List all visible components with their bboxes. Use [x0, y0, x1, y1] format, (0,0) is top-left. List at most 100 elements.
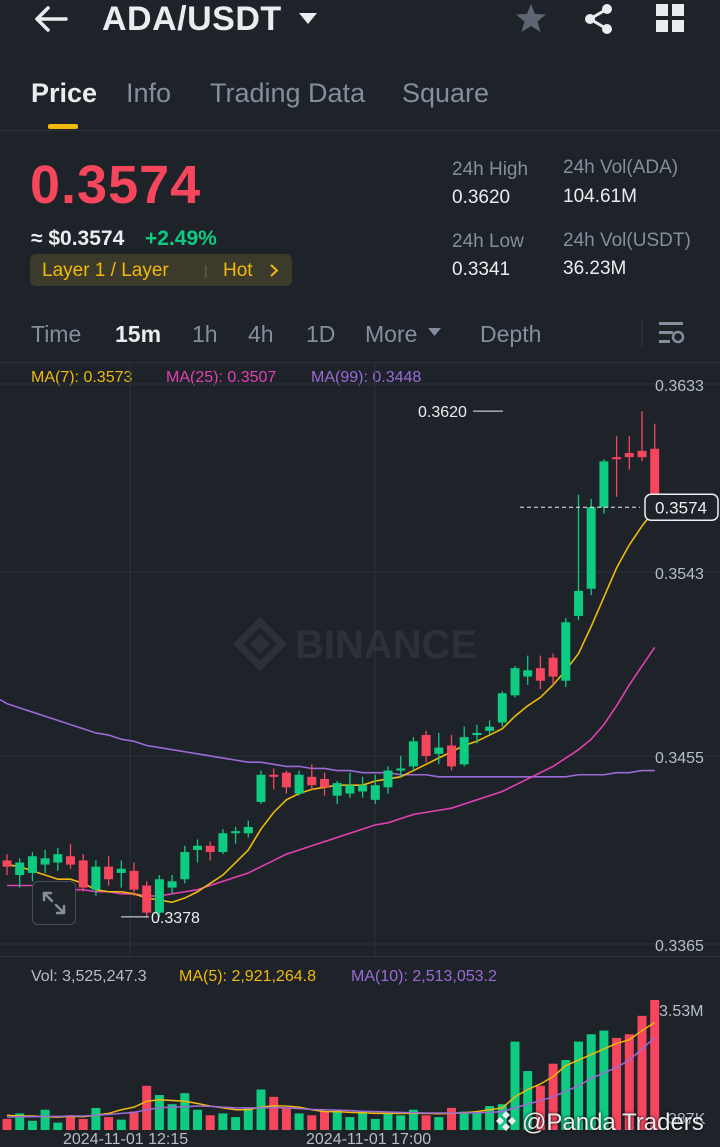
volume-bar: [408, 1109, 418, 1130]
volume-min-tick: 387K: [668, 1111, 706, 1128]
more-caret-icon[interactable]: [428, 328, 441, 337]
candle-body: [383, 770, 393, 788]
volume-bar: [472, 1113, 482, 1130]
price-tick-label: 0.3633: [655, 378, 704, 395]
candle-body: [650, 448, 660, 508]
active-tab-indicator: [48, 124, 78, 129]
candle-body: [269, 774, 279, 777]
volume-bar: [586, 1034, 596, 1130]
candles: [2, 411, 660, 917]
candle-body: [231, 831, 241, 834]
volume-bar: [345, 1117, 355, 1130]
candle-body: [167, 881, 177, 888]
volume-bar: [485, 1106, 495, 1130]
low-marker-label: 0.3378: [151, 910, 200, 927]
vol-ma10: [6, 1037, 656, 1118]
fullscreen-button[interactable]: [32, 881, 76, 925]
candle-body: [205, 845, 215, 853]
timeframe-time[interactable]: Time: [31, 321, 82, 347]
tab-square[interactable]: Square: [402, 78, 490, 108]
candle-body: [40, 858, 50, 865]
high-marker: 0.3620: [418, 404, 503, 421]
price-change: +2.49%: [145, 227, 217, 250]
volume-bar: [15, 1113, 25, 1130]
sector-tag[interactable]: Layer 1 / Layer | Hot: [30, 254, 292, 286]
low-label: 24h Low: [452, 231, 524, 252]
last-price: 0.3574: [30, 155, 202, 215]
volume-legend: Vol: 3,525,247.3: [31, 968, 147, 985]
volume-bar: [510, 1041, 520, 1130]
usd-value: ≈ $0.3574: [31, 227, 125, 250]
candle-body: [396, 768, 406, 771]
price-tick-label: 0.3365: [655, 938, 704, 955]
expand-icon: [42, 891, 66, 915]
candle-body: [497, 693, 507, 723]
candle-body: [548, 657, 558, 677]
candle-body: [256, 774, 266, 802]
timeframe-15m[interactable]: 15m: [115, 321, 162, 347]
price-tick-label: 0.3455: [655, 750, 704, 767]
volume-bar: [396, 1115, 406, 1130]
volume-bar: [307, 1115, 317, 1130]
volume-bar: [129, 1111, 139, 1130]
chevron-right-icon: [270, 264, 279, 277]
candle-body: [53, 854, 63, 863]
volume-bar: [434, 1117, 444, 1130]
timeframe-4h[interactable]: 4h: [248, 321, 274, 347]
watermark-text: BINANCE: [295, 623, 477, 667]
high-value: 0.3620: [452, 187, 511, 208]
share-icon[interactable]: [583, 3, 615, 35]
candle-body: [218, 833, 228, 853]
candle-body: [447, 745, 456, 767]
divider: [641, 320, 643, 346]
timeframe-more[interactable]: More: [365, 321, 418, 347]
candle-body: [599, 461, 609, 508]
candle-body: [91, 866, 101, 890]
candle-body: [421, 735, 431, 756]
volume-bar: [2, 1118, 12, 1130]
pair-title[interactable]: ADA/USDT: [102, 0, 282, 38]
sector-tag-label: Layer 1 / Layer: [42, 260, 169, 281]
tab-trading-data[interactable]: Trading Data: [210, 78, 366, 108]
candle-body: [243, 826, 253, 834]
candle-body: [27, 856, 37, 873]
volume-bar: [599, 1030, 609, 1130]
candle-body: [142, 885, 152, 913]
ma99-line: [0, 698, 655, 778]
chart-settings-icon[interactable]: [658, 320, 686, 346]
candle-body: [66, 856, 75, 865]
timeframe-1d[interactable]: 1D: [306, 321, 336, 347]
candle-body: [510, 668, 520, 696]
favorite-star-icon[interactable]: [515, 3, 547, 33]
vol-ma5: [6, 1021, 656, 1118]
candle-body: [129, 870, 139, 890]
candle-body: [637, 450, 647, 458]
ma25-legend: MA(25): 0.3507: [166, 369, 277, 386]
tag-separator: |: [204, 262, 208, 278]
volume-bar: [294, 1113, 304, 1130]
divider: [0, 956, 720, 957]
volume-bar: [193, 1109, 202, 1130]
volume-bar: [281, 1107, 291, 1130]
high-label: 24h High: [452, 159, 529, 180]
candle-body: [180, 852, 190, 880]
watermark-credit-text: @Panda Traders: [522, 1109, 704, 1136]
volume-bar: [167, 1104, 177, 1130]
volume-bar: [421, 1115, 431, 1130]
volume-bar: [332, 1109, 342, 1130]
vol-base-value: 104.61M: [563, 186, 637, 207]
timeframe-1h[interactable]: 1h: [192, 321, 218, 347]
back-arrow-icon[interactable]: [34, 6, 68, 32]
volume-bar: [637, 1015, 647, 1130]
depth-tab[interactable]: Depth: [480, 321, 542, 347]
volume-ma10-legend: MA(10): 2,513,053.2: [351, 968, 497, 985]
grid-menu-icon[interactable]: [656, 4, 684, 32]
volume-max-tick: 3.53M: [659, 1003, 703, 1020]
volume-chart[interactable]: 3.53M 387K 2024-11-01 12:15 2024-11-01 1…: [0, 956, 720, 1147]
volume-bar: [383, 1113, 393, 1130]
tab-info[interactable]: Info: [126, 78, 172, 108]
tab-price[interactable]: Price: [31, 78, 98, 108]
ma99-line: [0, 698, 655, 778]
caret-down-icon[interactable]: [298, 12, 318, 26]
